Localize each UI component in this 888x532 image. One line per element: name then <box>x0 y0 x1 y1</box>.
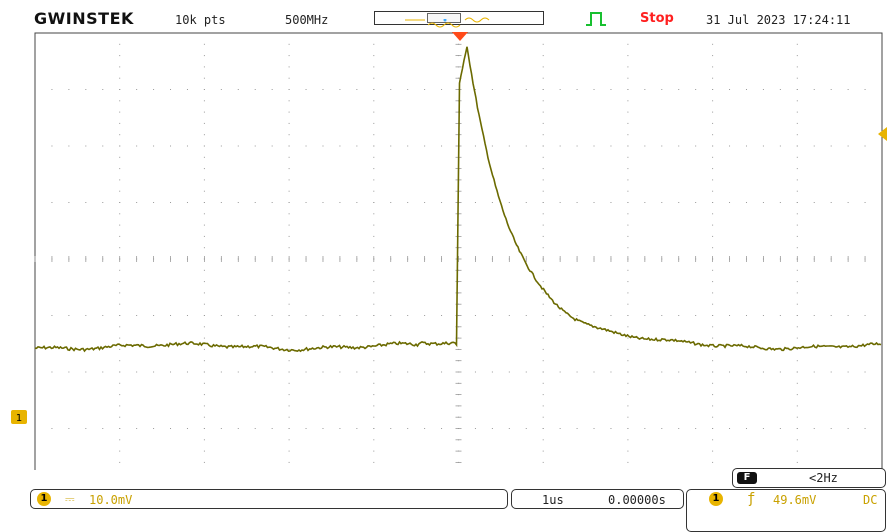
trigger-coupling: DC <box>863 493 878 507</box>
trigger-slope-icon: ƒ <box>747 491 756 507</box>
graticule-border <box>34 32 883 470</box>
graticule <box>34 32 883 470</box>
time-per-div: 1us <box>542 493 564 507</box>
trigger-source-icon: 1 <box>709 492 723 506</box>
channel1-settings[interactable]: 1 ⎓ 10.0mV <box>30 489 508 509</box>
status-bar: GWINSTEK 10k pts 500MHz Stop 31 Jul 2023… <box>0 0 888 32</box>
trigger-settings[interactable]: 1 ƒ 49.6mV DC <box>686 489 886 532</box>
frequency-value: <2Hz <box>809 471 838 485</box>
ch1-ground-marker-icon[interactable]: 1 <box>11 410 27 424</box>
datetime: 31 Jul 2023 17:24:11 <box>706 13 851 27</box>
frequency-counter[interactable]: F <2Hz <box>732 468 886 488</box>
record-length: 10k pts <box>175 13 226 27</box>
brand-logo: GWINSTEK <box>34 9 134 28</box>
trigger-level-marker-icon[interactable] <box>878 127 887 141</box>
trigger-level: 49.6mV <box>773 493 817 507</box>
svg-text:1: 1 <box>16 413 22 424</box>
memory-position-bar[interactable] <box>374 11 544 28</box>
run-status[interactable]: Stop <box>640 11 674 26</box>
memory-wave-icon <box>427 18 461 28</box>
memory-wave-strip <box>405 17 490 23</box>
coupling-dc-icon: ⎓ <box>65 492 75 506</box>
ch1-waveform <box>34 46 882 353</box>
sample-rate: 500MHz <box>285 13 329 27</box>
timebase-settings[interactable]: 1us 0.00000s <box>511 489 684 509</box>
memory-view-window[interactable] <box>427 13 461 28</box>
f-badge-icon: F <box>737 472 757 484</box>
horizontal-position: 0.00000s <box>608 493 666 507</box>
ch1-scale: 10.0mV <box>89 493 133 507</box>
scope-display[interactable]: 1 <box>0 0 888 470</box>
rising-edge-pulse-icon <box>586 12 606 26</box>
ch1-badge-icon: 1 <box>37 492 51 506</box>
trigger-position-marker-icon[interactable] <box>452 32 468 41</box>
